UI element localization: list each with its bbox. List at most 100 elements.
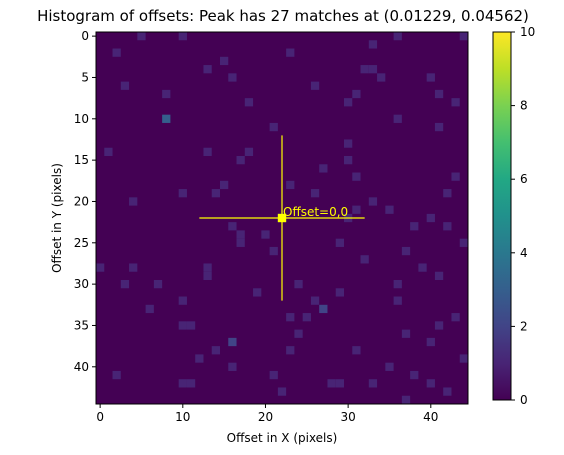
heatmap-cell (394, 115, 402, 123)
heatmap-cell (129, 197, 137, 205)
heatmap-cell (146, 305, 154, 313)
heatmap-cell (294, 330, 302, 338)
heatmap-cell (203, 148, 211, 156)
heatmap-cell (377, 73, 385, 81)
heatmap-cell (451, 313, 459, 321)
heatmap-cell (435, 90, 443, 98)
heatmap-cell (352, 173, 360, 181)
heatmap-cell (179, 321, 187, 329)
heatmap-cell (187, 379, 195, 387)
heatmap-cell (369, 197, 377, 205)
heatmap-cell (410, 371, 418, 379)
heatmap-cell (203, 272, 211, 280)
heatmap-cell (344, 98, 352, 106)
heatmap-cell (237, 239, 245, 247)
heatmap-cell (369, 379, 377, 387)
heatmap-plot-area: Offset=0,0 (96, 32, 468, 404)
heatmap-cell (286, 181, 294, 189)
y-tick-label: 30 (74, 277, 89, 291)
heatmap-cell (385, 206, 393, 214)
heatmap-cell (344, 156, 352, 164)
heatmap-cell (394, 297, 402, 305)
heatmap-cell (352, 346, 360, 354)
heatmap-cell (212, 346, 220, 354)
y-tick-label: 10 (74, 112, 89, 126)
colorbar-tick-label: 0 (520, 393, 528, 407)
y-tick-label: 35 (74, 318, 89, 332)
y-tick-label: 20 (74, 194, 89, 208)
heatmap-cell (261, 230, 269, 238)
colorbar: 0 2 4 6 8 10 (493, 25, 535, 407)
heatmap-cell (443, 387, 451, 395)
x-tick-label: 10 (175, 410, 190, 424)
colorbar-gradient (493, 32, 511, 400)
heatmap-cell (460, 32, 468, 40)
heatmap-cell (228, 73, 236, 81)
heatmap-cell (352, 90, 360, 98)
heatmap-cell (195, 354, 203, 362)
heatmap-cell (410, 222, 418, 230)
heatmap-cell (336, 379, 344, 387)
heatmap-cell (121, 82, 129, 90)
heatmap-cell (270, 247, 278, 255)
heatmap-cell (443, 189, 451, 197)
heatmap-cell (270, 123, 278, 131)
colorbar-tick-label: 2 (520, 319, 528, 333)
heatmap-cell (394, 32, 402, 40)
heatmap-cell (187, 321, 195, 329)
heatmap-cell (352, 206, 360, 214)
heatmap-cell (113, 371, 121, 379)
heatmap-cell (245, 98, 253, 106)
y-tick-label: 15 (74, 153, 89, 167)
heatmap-cell (311, 297, 319, 305)
heatmap-cell (179, 189, 187, 197)
heatmap-cell (121, 280, 129, 288)
heatmap-cell (220, 181, 228, 189)
heatmap-cell (361, 255, 369, 263)
heatmap-cell (460, 354, 468, 362)
heatmap-cell (278, 387, 286, 395)
heatmap-cell (327, 379, 335, 387)
heatmap-cell (137, 32, 145, 40)
heatmap-cell (203, 263, 211, 271)
heatmap-cell (253, 288, 261, 296)
heatmap-cell (435, 272, 443, 280)
heatmap-cell (303, 313, 311, 321)
x-tick-label: 20 (258, 410, 273, 424)
heatmap-cell (286, 346, 294, 354)
heatmap-cell (402, 247, 410, 255)
heatmap-cell (162, 90, 170, 98)
heatmap-cell (220, 57, 228, 65)
heatmap-cell (443, 222, 451, 230)
heatmap-cell (336, 288, 344, 296)
heatmap-cell (344, 139, 352, 147)
x-tick-label: 40 (423, 410, 438, 424)
heatmap-cell (418, 263, 426, 271)
heatmap-cell (451, 98, 459, 106)
heatmap-cell (435, 321, 443, 329)
heatmap-cell (162, 115, 170, 123)
heatmap-cell (361, 65, 369, 73)
y-tick-label: 0 (81, 29, 89, 43)
heatmap-cell (154, 280, 162, 288)
heatmap-cell (96, 263, 104, 271)
heatmap-cell (179, 297, 187, 305)
heatmap-cell (427, 214, 435, 222)
heatmap-cell (427, 73, 435, 81)
heatmap-cell (319, 164, 327, 172)
heatmap-cell (237, 156, 245, 164)
colorbar-tick-label: 10 (520, 25, 535, 39)
heatmap-cell (336, 239, 344, 247)
heatmap-cell (228, 222, 236, 230)
heatmap-cell (369, 65, 377, 73)
y-tick-label: 5 (81, 70, 89, 84)
heatmap-cell (237, 230, 245, 238)
heatmap-cell (311, 189, 319, 197)
heatmap-cell (113, 49, 121, 57)
annotation-label: Offset=0,0 (283, 205, 348, 219)
heatmap-cell (212, 189, 220, 197)
y-axis-label: Offset in Y (pixels) (50, 163, 64, 273)
heatmap-cell (179, 32, 187, 40)
heatmap-cell (402, 330, 410, 338)
heatmap-cell (286, 313, 294, 321)
